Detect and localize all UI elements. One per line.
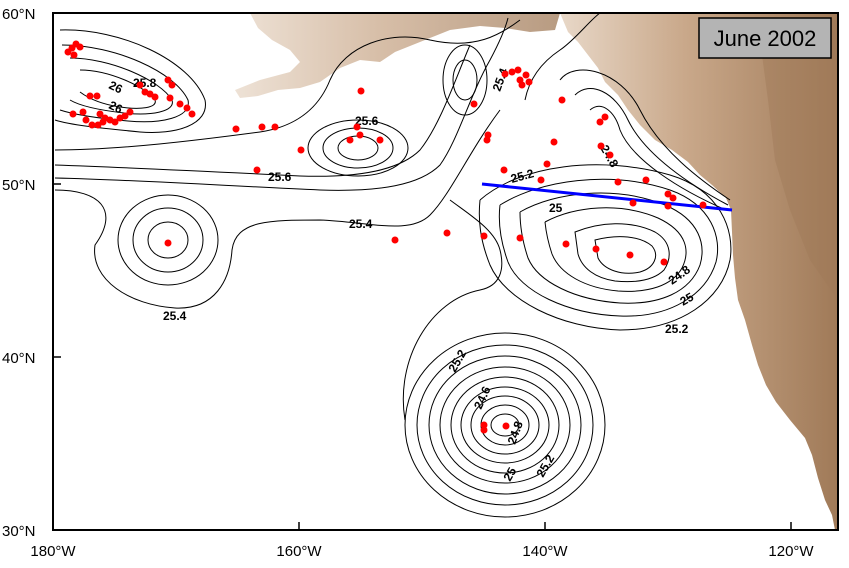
station-marker: [96, 110, 104, 118]
station-marker: [480, 426, 488, 434]
station-marker: [514, 66, 522, 74]
station-marker: [502, 422, 510, 430]
station-marker: [232, 125, 240, 133]
station-marker: [164, 76, 172, 84]
station-marker: [136, 81, 144, 89]
lat-label-60n: 60°N: [2, 6, 36, 23]
station-marker: [253, 166, 261, 174]
station-marker: [69, 110, 77, 118]
station-marker: [88, 121, 96, 129]
station-marker: [76, 43, 84, 51]
north-america-land: [560, 13, 838, 530]
station-marker: [168, 81, 176, 89]
station-marker: [166, 94, 174, 102]
station-marker: [93, 92, 101, 100]
station-marker: [183, 104, 191, 112]
axis-ticks: [52, 12, 792, 531]
lon-label-120w: 120°W: [768, 543, 814, 560]
station-marker: [660, 258, 668, 266]
station-marker: [164, 239, 172, 247]
lat-label-30n: 30°N: [2, 523, 36, 540]
station-marker: [550, 138, 558, 146]
station-marker: [297, 146, 305, 154]
station-marker: [601, 113, 609, 121]
station-marker: [79, 108, 87, 116]
station-marker: [443, 229, 451, 237]
contour-label: 25: [500, 465, 519, 484]
station-marker: [543, 160, 551, 168]
contour-label: 25.4: [163, 309, 187, 323]
station-marker: [642, 176, 650, 184]
date-title-text: June 2002: [714, 26, 817, 51]
contour-label: 25.8: [133, 76, 157, 90]
contour-label: 25.4: [349, 217, 373, 231]
station-marker: [518, 81, 526, 89]
station-marker: [151, 93, 159, 101]
station-marker: [126, 108, 134, 116]
contour-label: 25: [549, 201, 563, 215]
station-marker: [606, 151, 614, 159]
station-marker: [664, 190, 672, 198]
station-marker: [258, 123, 266, 131]
station-marker: [70, 51, 78, 59]
station-marker: [111, 118, 119, 126]
station-marker: [376, 136, 384, 144]
station-marker: [508, 68, 516, 76]
station-marker: [188, 110, 196, 118]
station-marker: [525, 78, 533, 86]
contour-label: 26: [107, 78, 125, 96]
station-marker: [596, 118, 604, 126]
contour-lines: [54, 13, 732, 518]
station-marker: [470, 100, 478, 108]
alaska-land: [235, 13, 560, 98]
station-marker: [558, 96, 566, 104]
station-markers: [64, 40, 707, 434]
station-marker: [86, 92, 94, 100]
station-marker: [516, 234, 524, 242]
contour-label: 25.6: [355, 114, 379, 128]
station-marker: [500, 166, 508, 174]
station-marker: [346, 136, 354, 144]
date-title-box: June 2002: [698, 17, 832, 59]
plot-frame: [52, 12, 839, 531]
lon-label-160w: 160°W: [276, 543, 322, 560]
contour-label: 25.6: [268, 170, 292, 184]
station-marker: [99, 118, 107, 126]
station-marker: [121, 112, 129, 120]
station-marker: [391, 236, 399, 244]
station-marker: [480, 232, 488, 240]
station-marker: [501, 70, 509, 78]
station-marker: [271, 123, 279, 131]
station-marker: [356, 131, 364, 139]
station-marker: [522, 71, 530, 79]
contour-label: 25.2: [665, 322, 689, 336]
station-marker: [629, 199, 637, 207]
station-marker: [353, 123, 361, 131]
station-marker: [614, 178, 622, 186]
lon-label-140w: 140°W: [522, 543, 568, 560]
contour-label: 25: [678, 290, 697, 309]
station-marker: [357, 87, 365, 95]
lat-label-40n: 40°N: [2, 350, 36, 367]
station-marker: [480, 421, 488, 429]
station-marker: [626, 251, 634, 259]
contour-label: 26: [107, 98, 125, 116]
station-marker: [176, 100, 184, 108]
station-marker: [597, 142, 605, 150]
station-marker: [669, 194, 677, 202]
station-marker: [592, 245, 600, 253]
contour-label: 25.2: [509, 166, 535, 186]
station-marker: [537, 176, 545, 184]
interior-highlands: [760, 30, 838, 300]
lat-label-50n: 50°N: [2, 177, 36, 194]
station-marker: [664, 202, 672, 210]
station-marker: [699, 201, 707, 209]
station-marker: [82, 116, 90, 124]
lon-label-180w: 180°W: [30, 543, 76, 560]
station-marker: [483, 136, 491, 144]
station-marker: [562, 240, 570, 248]
survey-section-line: [481, 182, 733, 212]
